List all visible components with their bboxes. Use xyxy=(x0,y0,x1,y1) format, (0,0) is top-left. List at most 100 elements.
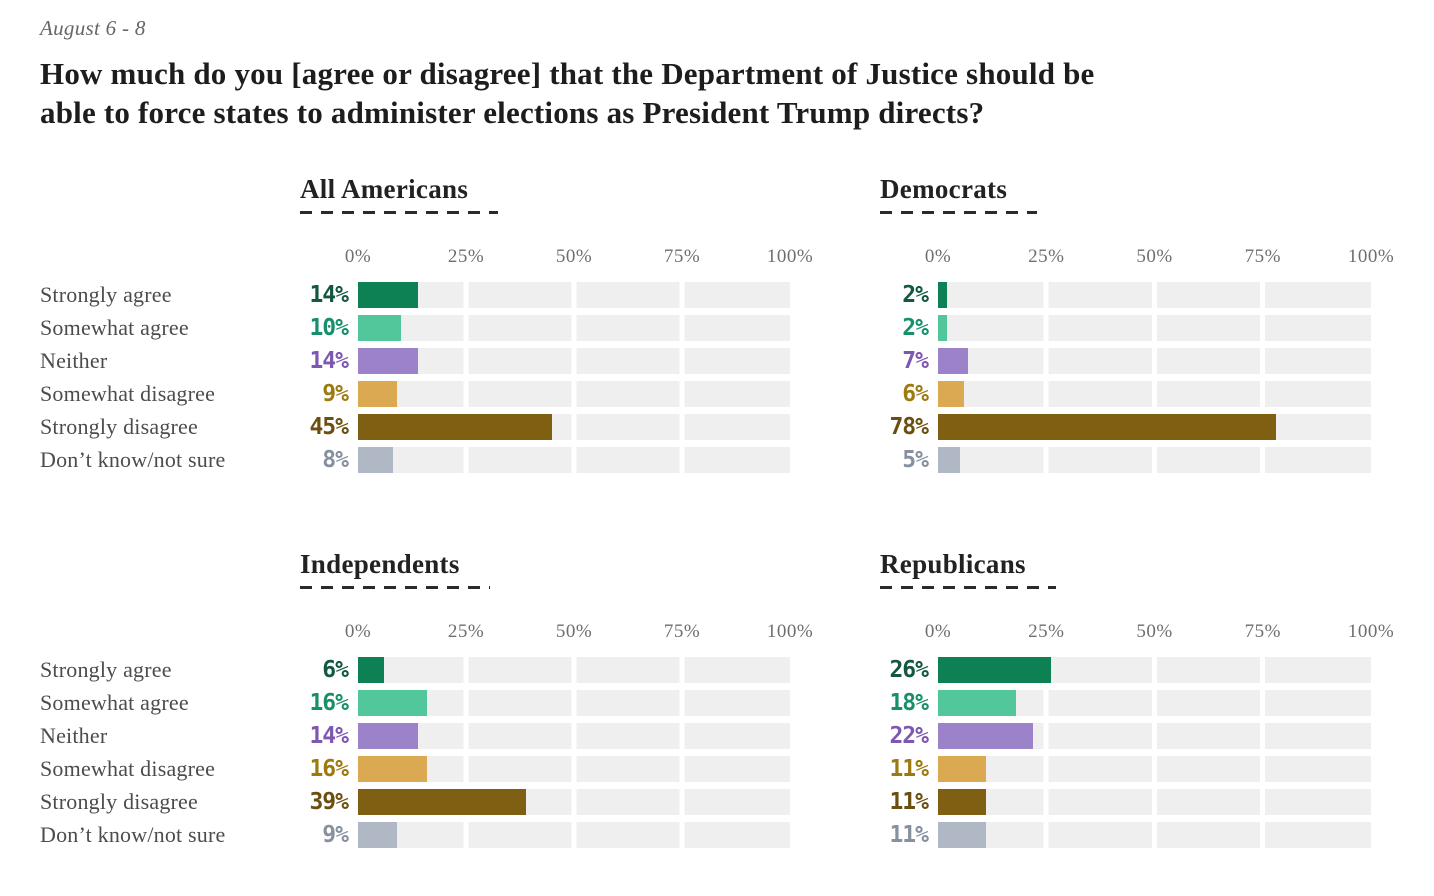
bar-segment xyxy=(938,756,986,782)
axis-tick: 0% xyxy=(924,621,952,642)
axis-tick: 100% xyxy=(766,246,814,267)
bar-value-label: 5% xyxy=(902,447,929,473)
bar-value-label: 10% xyxy=(309,315,349,341)
bar-value-label: 14% xyxy=(309,282,349,308)
bar-row: 10% xyxy=(290,315,790,341)
row-label: Don’t know/not sure xyxy=(40,447,226,472)
bar-row: 78% xyxy=(870,414,1371,440)
bar-track xyxy=(938,447,1371,473)
bar-rows: 26% 18% 22% 11% 11% 11% xyxy=(870,657,1371,848)
bar-rows: 14% 10% 14% 9% 45% 8% xyxy=(290,282,790,473)
row-label: Somewhat disagree xyxy=(40,381,216,406)
bar-segment xyxy=(358,756,428,782)
axis-tick: 75% xyxy=(663,246,701,267)
chart-row: Strongly agree Somewhat agree Neither Somew… xyxy=(40,174,1404,480)
axis-tick: 75% xyxy=(1244,246,1281,267)
bar-segment xyxy=(358,657,384,683)
bar-segment xyxy=(358,690,428,716)
bar-row: 2% xyxy=(870,282,1371,308)
bar-value-label: 7% xyxy=(902,348,929,374)
page-title: How much do you [agree or disagree] that… xyxy=(40,54,1404,132)
bar-rows: 2% 2% 7% 6% 78% 5% xyxy=(870,282,1371,473)
bar-row: 16% xyxy=(290,756,790,782)
axis-tick: 75% xyxy=(663,621,701,642)
bar-value-label: 22% xyxy=(889,723,929,749)
bar-value-label: 16% xyxy=(309,690,349,716)
axis-tick: 100% xyxy=(1347,621,1395,642)
axis-tick: 50% xyxy=(1136,246,1173,267)
row-label: Neither xyxy=(40,348,108,373)
bar-segment xyxy=(938,822,986,848)
chart-panel-all-americans: All Americans 0% 25% 50% 75% 100% 14% 10% 14% 9% 4… xyxy=(290,174,813,480)
row-label: Somewhat agree xyxy=(40,690,189,715)
bar-track xyxy=(358,657,790,683)
bar-value-label: 26% xyxy=(889,657,929,683)
bar-segment xyxy=(358,789,527,815)
bar-row: 14% xyxy=(290,723,790,749)
bar-row: 9% xyxy=(290,822,790,848)
bar-track xyxy=(938,414,1371,440)
bar-row: 6% xyxy=(870,381,1371,407)
x-axis: 0% 25% 50% 75% 100% xyxy=(925,621,1394,643)
axis-tick: 25% xyxy=(1028,246,1065,267)
row-label: Strongly disagree xyxy=(40,789,198,814)
bar-row: 14% xyxy=(290,348,790,374)
bar-row: 11% xyxy=(870,822,1371,848)
bar-track xyxy=(358,756,790,782)
bar-track xyxy=(358,414,790,440)
bar-segment xyxy=(938,657,1051,683)
bar-row: 7% xyxy=(870,348,1371,374)
axis-tick: 50% xyxy=(555,621,593,642)
bar-track xyxy=(938,789,1371,815)
chart-panel-independents: Independents 0% 25% 50% 75% 100% 6% 16% 14% 16% 39… xyxy=(290,549,813,855)
bar-value-label: 6% xyxy=(322,657,349,683)
x-axis: 0% 25% 50% 75% 100% xyxy=(345,246,813,268)
bar-row: 6% xyxy=(290,657,790,683)
bar-value-label: 2% xyxy=(902,282,929,308)
row-label: Somewhat disagree xyxy=(40,756,216,781)
chart-row: Strongly agree Somewhat agree Neither Somew… xyxy=(40,549,1404,855)
axis-tick: 0% xyxy=(344,246,372,267)
bar-track xyxy=(358,381,790,407)
bar-row: 26% xyxy=(870,657,1371,683)
charts-grid: Strongly agree Somewhat agree Neither Somew… xyxy=(40,174,1404,855)
bar-segment xyxy=(358,282,419,308)
bar-value-label: 16% xyxy=(309,756,349,782)
bar-track xyxy=(358,282,790,308)
panel-title: All Americans xyxy=(300,174,499,214)
panel-title-wrap: Democrats xyxy=(870,174,1371,220)
bar-segment xyxy=(938,690,1016,716)
bar-track xyxy=(938,657,1371,683)
bar-segment xyxy=(938,414,1276,440)
axis-tick: 50% xyxy=(1136,621,1173,642)
bar-value-label: 45% xyxy=(309,414,349,440)
axis-tick: 0% xyxy=(344,621,372,642)
bar-value-label: 8% xyxy=(322,447,349,473)
chart-panel-democrats: Democrats 0% 25% 50% 75% 100% 2% 2% 7% 6% 78% 5% xyxy=(870,174,1394,480)
page-title-line: able to force states to administer elect… xyxy=(40,95,985,130)
bar-row: 8% xyxy=(290,447,790,473)
bar-track xyxy=(938,282,1371,308)
chart-panel-republicans: Republicans 0% 25% 50% 75% 100% 26% 18% 22% 11% 11… xyxy=(870,549,1394,855)
category-labels-column: Strongly agree Somewhat agree Neither Somew… xyxy=(40,174,290,480)
bar-track xyxy=(938,348,1371,374)
bar-rows: 6% 16% 14% 16% 39% 9% xyxy=(290,657,790,848)
bar-segment xyxy=(938,381,964,407)
bar-segment xyxy=(938,282,947,308)
axis-tick: 25% xyxy=(447,621,485,642)
row-label: Don’t know/not sure xyxy=(40,822,226,847)
page-title-line: How much do you [agree or disagree] that… xyxy=(40,56,1095,91)
panel-title-wrap: Republicans xyxy=(870,549,1371,595)
bar-value-label: 9% xyxy=(322,822,349,848)
bar-track xyxy=(938,756,1371,782)
category-labels-column: Strongly agree Somewhat agree Neither Somew… xyxy=(40,549,290,855)
bar-track xyxy=(358,690,790,716)
row-label: Strongly agree xyxy=(40,282,172,307)
axis-tick: 0% xyxy=(924,246,952,267)
bar-segment xyxy=(358,447,393,473)
bar-segment xyxy=(938,348,969,374)
bar-row: 45% xyxy=(290,414,790,440)
bar-value-label: 9% xyxy=(322,381,349,407)
axis-tick: 75% xyxy=(1244,621,1281,642)
